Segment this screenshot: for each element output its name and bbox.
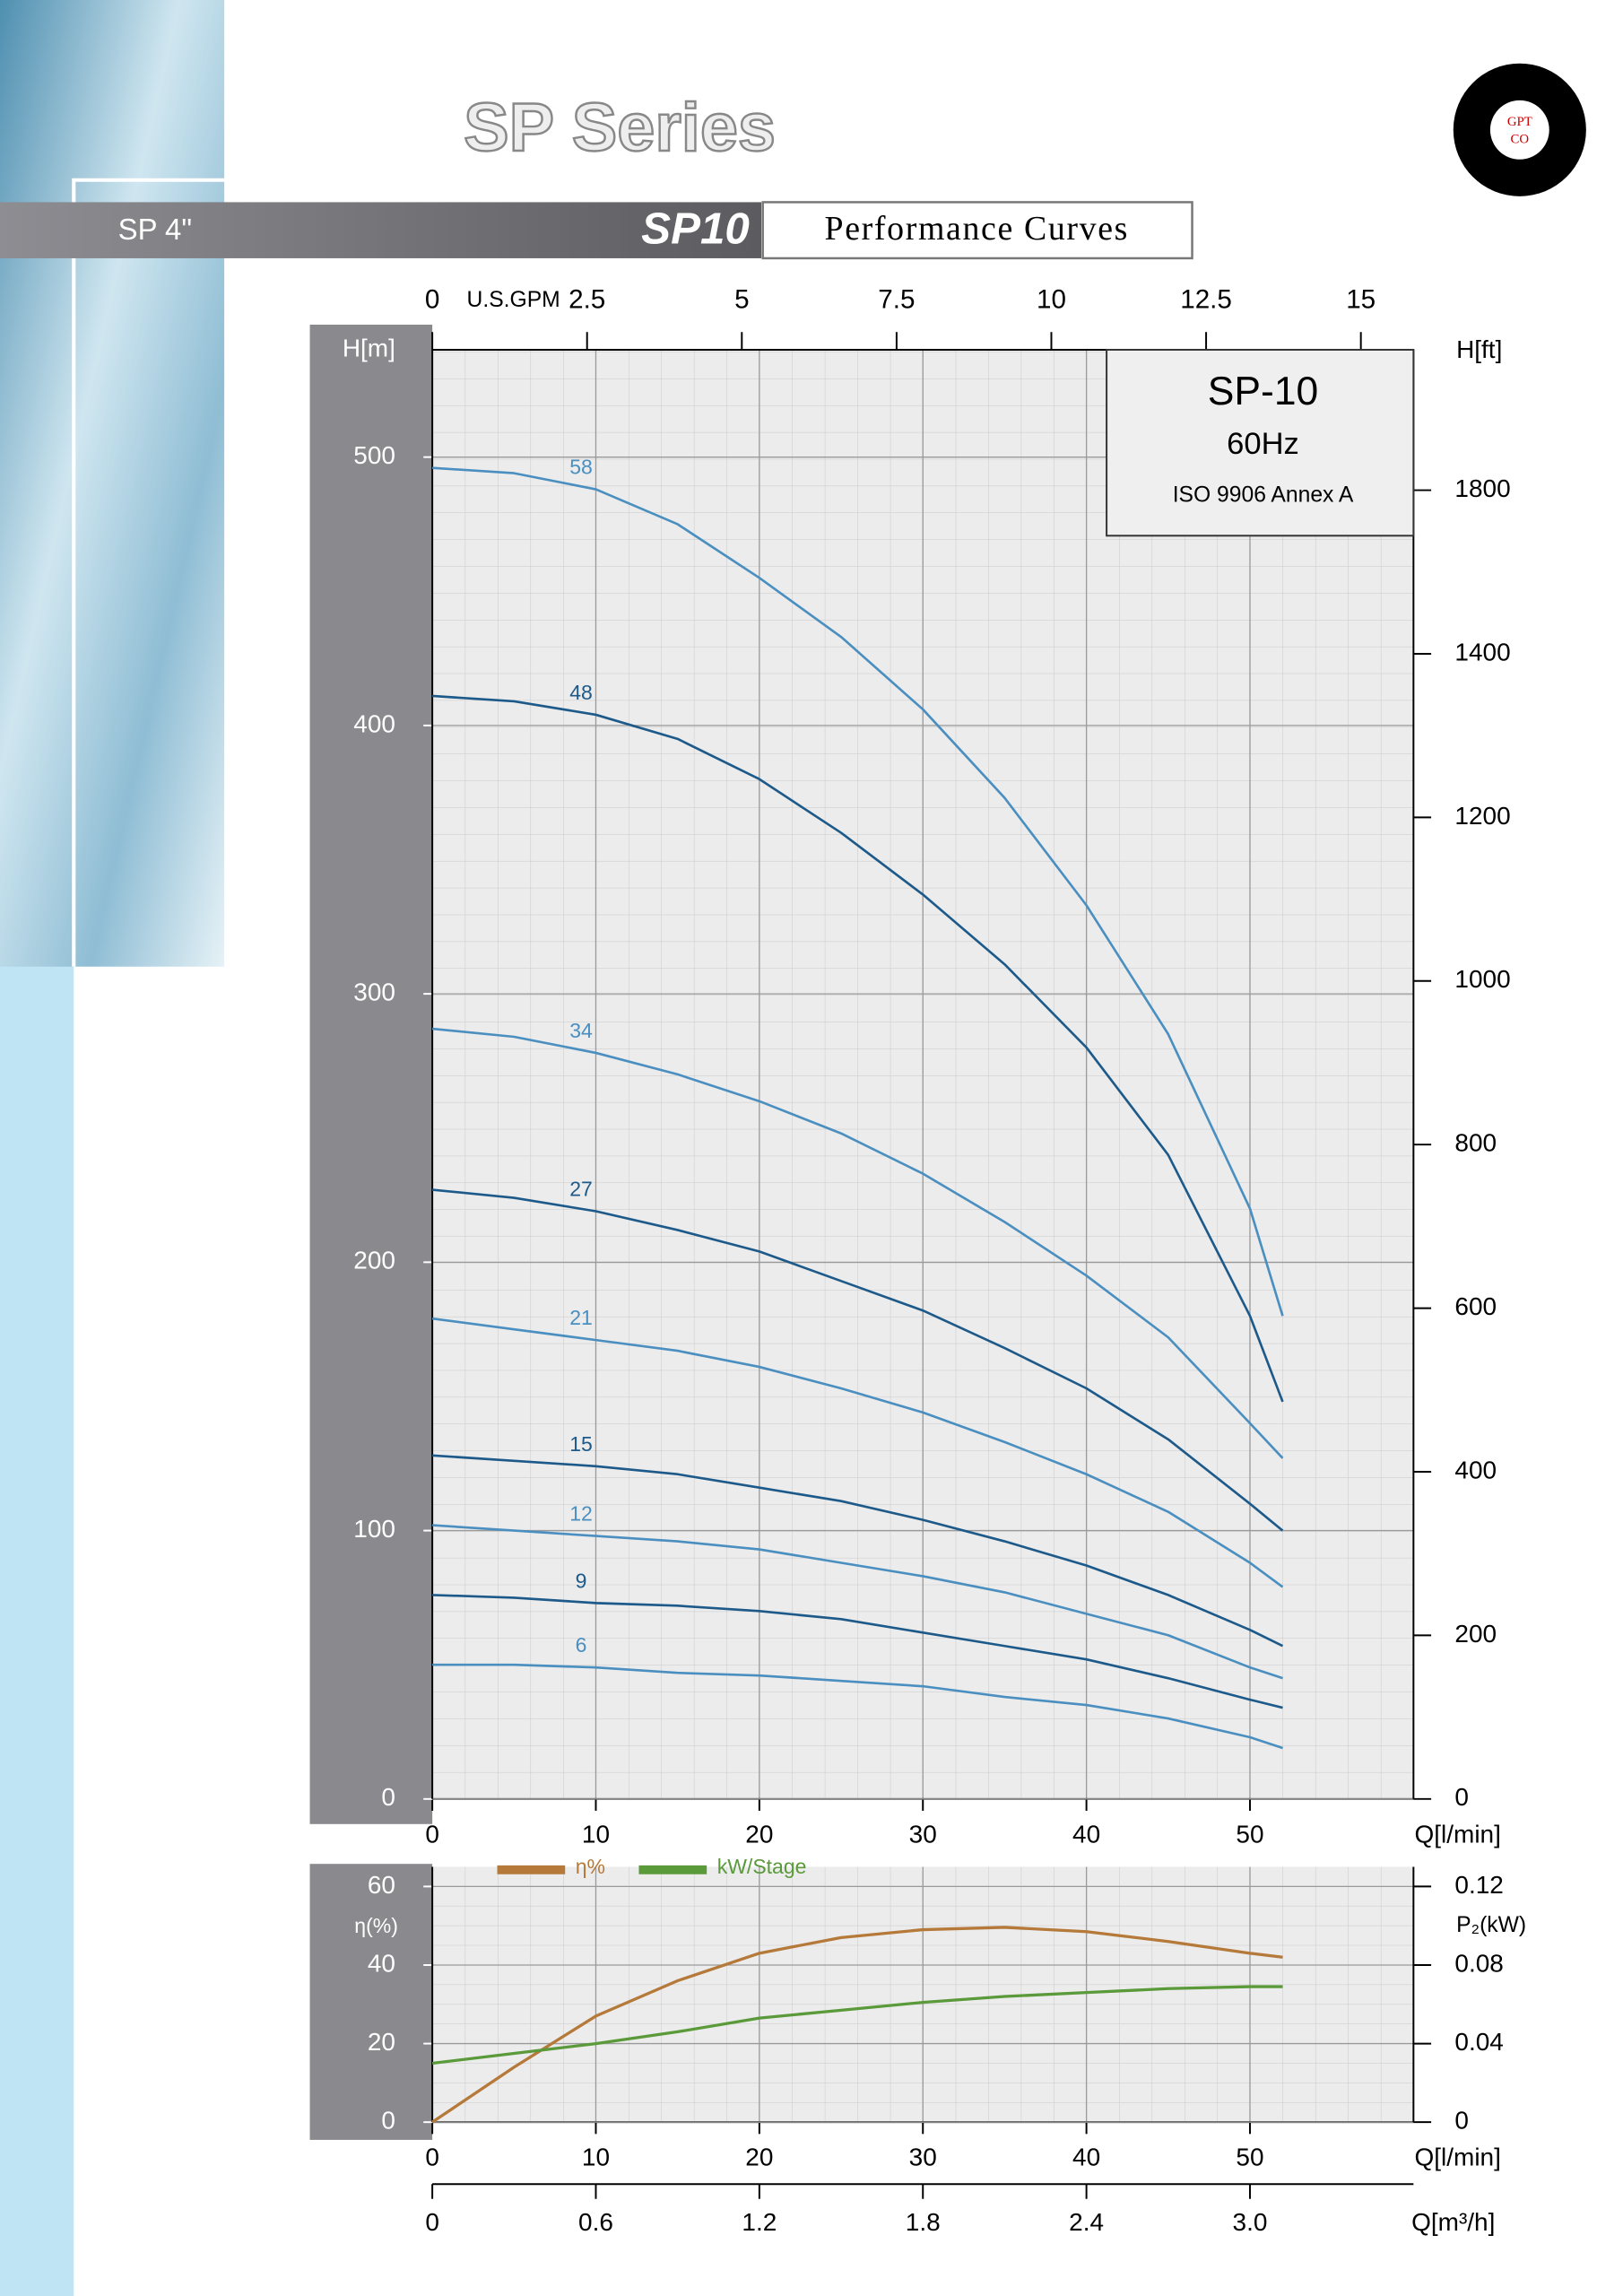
x-axis-label: Q[l/min]	[1415, 2144, 1501, 2171]
x-tick-label: 40	[1072, 2144, 1100, 2171]
x2-tick-label: 5	[734, 285, 749, 315]
x2-tick-label: 2.5	[568, 285, 605, 315]
y-tick-label: 20	[368, 2028, 395, 2056]
x-tick-label: 50	[1236, 2144, 1263, 2171]
y2-tick-label: 1800	[1454, 474, 1510, 502]
x-tick-label: 20	[745, 1820, 773, 1848]
y-tick-label: 0	[381, 1783, 395, 1811]
y2-tick-label: 0.04	[1454, 2028, 1503, 2056]
x2-tick-label: 7.5	[878, 285, 915, 315]
curve	[431, 1317, 1284, 1588]
y-tick-label: 200	[353, 1247, 395, 1274]
x2-axis-label: U.S.GPM	[467, 288, 560, 312]
x3-tick-label: 0.6	[578, 2208, 613, 2236]
info-text: ISO 9906 Annex A	[1173, 483, 1354, 507]
curve-label: 34	[569, 1019, 593, 1042]
x-tick-label: 50	[1236, 1820, 1263, 1848]
y2-tick-label: 800	[1454, 1129, 1497, 1157]
x-axis-label: Q[l/min]	[1415, 1820, 1501, 1848]
x2-tick-label: 0	[425, 285, 439, 315]
y2-tick-label: 600	[1454, 1292, 1497, 1320]
curve-label: 27	[569, 1178, 593, 1201]
info-text: SP-10	[1208, 370, 1318, 413]
x-tick-label: 10	[582, 1820, 610, 1848]
y-axis-label: H[m]	[343, 334, 395, 361]
y2-tick-label: 0.12	[1454, 1871, 1503, 1899]
curve	[432, 1524, 1283, 1680]
y-axis-label: η(%)	[354, 1914, 398, 1937]
y2-tick-label: 400	[1454, 1456, 1497, 1483]
y2-axis-label: H[ft]	[1456, 335, 1502, 363]
frame-line	[72, 178, 768, 967]
curve-label: 15	[569, 1432, 593, 1456]
subtitle: Performance Curves	[825, 210, 1129, 248]
axis-band	[309, 325, 433, 1824]
model-label: SP10	[641, 204, 750, 253]
x3-tick-label: 1.8	[906, 2208, 941, 2236]
logo-text: GPT	[1507, 115, 1532, 129]
curve-label: 58	[569, 456, 593, 479]
y-tick-label: 0	[381, 2107, 395, 2135]
legend-label: η%	[576, 1855, 605, 1878]
title-bar	[0, 202, 762, 258]
curve-label: 9	[576, 1569, 587, 1592]
logo-center	[1489, 100, 1549, 160]
y2-tick-label: 1200	[1454, 802, 1510, 830]
curve-label: 21	[569, 1306, 593, 1329]
y-tick-label: 40	[368, 1949, 395, 1977]
x3-tick-label: 2.4	[1069, 2208, 1104, 2236]
curve	[431, 1188, 1284, 1532]
y2-tick-label: 0	[1454, 2107, 1469, 2135]
curve-label: 48	[569, 681, 593, 704]
y-tick-label: 60	[368, 1871, 395, 1899]
y2-tick-label: 0.08	[1454, 1949, 1503, 1977]
info-box	[1106, 348, 1415, 537]
x3-axis-label: Q[m³/h]	[1411, 2208, 1495, 2236]
x3-tick-label: 0	[425, 2208, 439, 2236]
curve-label: 12	[569, 1502, 593, 1526]
curve	[432, 1454, 1284, 1648]
y2-tick-label: 1400	[1454, 638, 1510, 665]
legend-label: kW/Stage	[717, 1855, 807, 1878]
info-text: 60Hz	[1227, 427, 1299, 461]
series-title: SP Series	[464, 90, 776, 166]
y-tick-label: 400	[353, 709, 395, 737]
x-tick-label: 0	[425, 2144, 439, 2171]
size-label: SP 4"	[118, 213, 192, 246]
subtitle-box	[761, 201, 1193, 260]
curve	[432, 694, 1284, 1403]
curve	[431, 1027, 1284, 1459]
y-tick-label: 500	[353, 441, 395, 469]
y-tick-label: 300	[353, 978, 395, 1006]
header-photo	[0, 0, 225, 967]
curve	[431, 1985, 1283, 2066]
x-tick-label: 40	[1072, 1820, 1100, 1848]
y2-axis-label: P₂(kW)	[1456, 1913, 1526, 1937]
y2-tick-label: 0	[1454, 1783, 1469, 1811]
y-tick-label: 100	[353, 1515, 395, 1543]
curve-label: 6	[576, 1633, 587, 1657]
x-tick-label: 30	[909, 2144, 937, 2171]
y2-tick-label: 1000	[1454, 965, 1510, 993]
x-tick-label: 30	[909, 1820, 937, 1848]
x3-tick-label: 1.2	[742, 2208, 777, 2236]
x-tick-label: 0	[425, 1820, 439, 1848]
x2-tick-label: 10	[1037, 285, 1066, 315]
curve	[432, 1594, 1283, 1709]
x-tick-label: 20	[745, 2144, 773, 2171]
curve	[432, 466, 1284, 1317]
x3-tick-label: 3.0	[1233, 2208, 1268, 2236]
curve	[432, 1663, 1283, 1750]
logo-text: CO	[1511, 133, 1530, 147]
curve	[431, 1926, 1283, 2124]
x2-tick-label: 15	[1346, 285, 1376, 315]
axis-band	[309, 1864, 433, 2140]
x-tick-label: 10	[582, 2144, 610, 2171]
y2-tick-label: 200	[1454, 1620, 1497, 1648]
x2-tick-label: 12.5	[1180, 285, 1232, 315]
